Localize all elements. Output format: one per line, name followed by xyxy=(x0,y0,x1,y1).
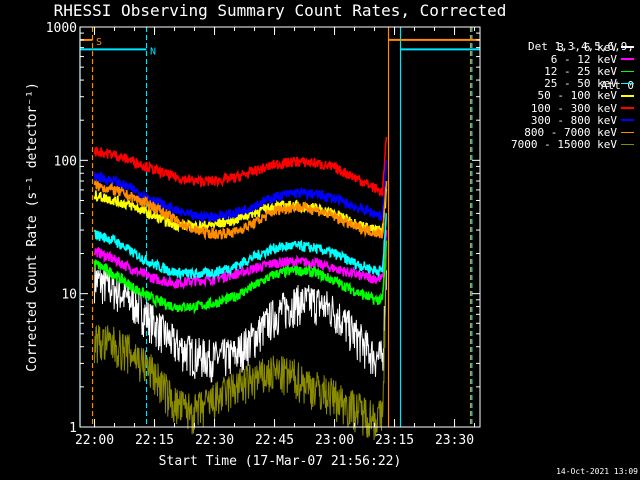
legend-item: 12 - 25 keV xyxy=(511,64,634,78)
legend: 3 - 6 keV 6 - 12 keV 12 - 25 keV 25 - 50 ke… xyxy=(511,41,634,151)
legend-item: 3 - 6 keV xyxy=(511,40,634,54)
legend-item: 7000 - 15000 keV xyxy=(511,138,634,152)
legend-label: 7000 - 15000 keV xyxy=(511,138,617,152)
y-tick-label-2: 100 xyxy=(54,154,77,169)
legend-label: 12 - 25 keV xyxy=(544,64,617,78)
legend-item: 100 - 300 keV xyxy=(511,101,634,115)
legend-item: 300 - 800 keV xyxy=(511,113,634,127)
x-tick-label-3: 22:45 xyxy=(255,433,294,448)
legend-label: 50 - 100 keV xyxy=(537,89,617,103)
series-line-2 xyxy=(93,240,388,315)
x-tick-label-6: 23:30 xyxy=(435,433,474,448)
x-tick-label-4: 23:00 xyxy=(315,433,354,448)
legend-swatch xyxy=(621,119,634,122)
series-line-0 xyxy=(94,263,387,383)
detectors-label: Det 1,3,4,5,6,9, xyxy=(528,40,634,53)
annotation-label-0: S xyxy=(96,37,102,48)
legend-label: 6 - 12 keV xyxy=(550,52,617,66)
series-line-1 xyxy=(93,230,388,291)
plot-frame xyxy=(79,26,481,428)
legend-swatch xyxy=(621,107,634,109)
y-tick-label-1: 10 xyxy=(61,288,77,303)
legend-label: 25 - 50 keV xyxy=(544,77,617,91)
legend-label: 800 - 7000 keV xyxy=(524,125,617,139)
detector-info: Det 1,3,4,5,6,9, Att 0 xyxy=(528,14,634,105)
timestamp: 14-Oct-2021 13:09 xyxy=(556,467,638,476)
chart-title: RHESSI Observing Summary Count Rates, Co… xyxy=(53,1,507,20)
legend-label: 100 - 300 keV xyxy=(530,101,617,115)
y-tick-label-0: 1 xyxy=(69,421,77,436)
legend-item: 6 - 12 keV xyxy=(511,52,634,66)
series-line-7 xyxy=(93,179,388,241)
x-axis-label: Start Time (17-Mar-07 21:56:22) xyxy=(158,454,402,469)
attenuator-label: Att 0 xyxy=(600,79,634,92)
legend-swatch xyxy=(621,95,634,97)
y-tick-label-3: 1000 xyxy=(46,21,77,36)
legend-label: 300 - 800 keV xyxy=(530,113,617,127)
series-line-8 xyxy=(94,253,387,441)
legend-swatch xyxy=(621,131,634,134)
series-line-3 xyxy=(93,212,387,281)
x-tick-label-5: 23:15 xyxy=(375,433,414,448)
series-line-6 xyxy=(93,160,388,225)
x-tick-label-0: 22:00 xyxy=(75,433,114,448)
legend-swatch xyxy=(621,46,634,48)
legend-label: 3 - 6 keV xyxy=(557,40,617,54)
legend-swatch xyxy=(621,58,634,61)
y-axis-label: Corrected Count Rate (s⁻¹ detector⁻¹) xyxy=(25,82,40,372)
legend-swatch xyxy=(621,143,634,146)
legend-swatch xyxy=(621,70,634,73)
x-tick-label-2: 22:30 xyxy=(195,433,234,448)
legend-item: 800 - 7000 keV xyxy=(511,125,634,139)
x-tick-label-1: 22:15 xyxy=(135,433,174,448)
series-line-5 xyxy=(93,136,388,197)
legend-swatch xyxy=(621,82,634,85)
legend-item: 50 - 100 keV xyxy=(511,89,634,103)
legend-item: 25 - 50 keV xyxy=(511,77,634,91)
annotation-label-1: N xyxy=(150,46,156,57)
